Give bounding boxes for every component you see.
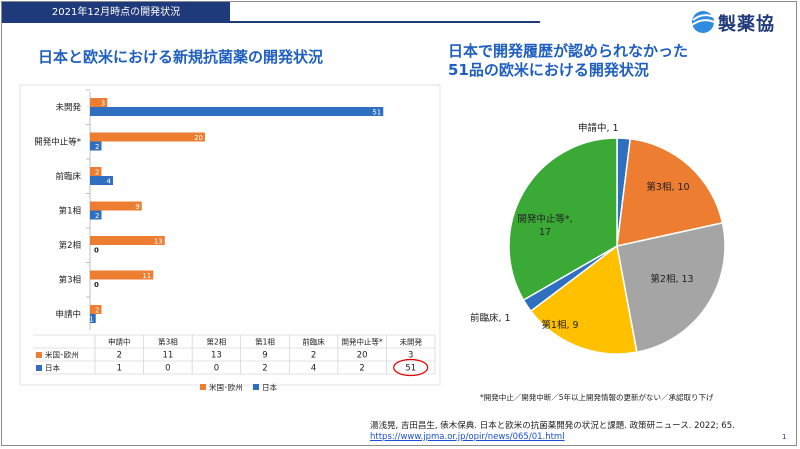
- pie-label: 申請中, 1: [578, 122, 619, 134]
- bar-japan: [90, 141, 102, 151]
- citation: 湯浅晃, 吉田昌生, 俵木保典. 日本と欧米の抗菌薬開発の状況と課題. 政策研ニ…: [370, 421, 735, 431]
- bar-japan-label: 2: [95, 143, 99, 151]
- category-label: 第3相: [59, 275, 81, 286]
- bar-us-eu: [90, 305, 102, 314]
- table-cell: 13: [211, 351, 222, 361]
- category-label: 未開発: [55, 102, 81, 113]
- table-cell: 3: [408, 351, 413, 361]
- bar-japan-label: 0: [94, 281, 99, 289]
- bar-japan-label: 4: [107, 178, 112, 186]
- left-chart-title: 日本と欧米における新規抗菌薬の開発状況: [38, 48, 324, 66]
- category-label: 第2相: [59, 240, 81, 251]
- table-legend-swatch: [36, 352, 42, 358]
- bar-us-eu-label: 2: [95, 307, 99, 315]
- table-legend-swatch: [36, 365, 42, 371]
- bar-us-eu: [90, 270, 154, 280]
- table-cell: 2: [359, 364, 364, 374]
- table-cell: 1: [117, 364, 122, 374]
- bar-us-eu: [90, 167, 102, 176]
- legend-swatch-japan: [253, 384, 259, 390]
- bar-us-eu: [90, 132, 205, 142]
- right-title-line-2: 51品の欧米における開発状況: [448, 61, 649, 79]
- table-header: 前臨床: [302, 337, 325, 347]
- category-label: 前臨床: [55, 171, 81, 182]
- legend-swatch-us-eu: [200, 384, 206, 390]
- table-cell: 2: [311, 351, 316, 361]
- bar-us-eu-label: 3: [101, 100, 105, 108]
- right-title-line-1: 日本で開発履歴が認められなかった: [448, 42, 689, 60]
- highlight-circle: [393, 358, 429, 377]
- pie-label: 第1相, 9: [541, 319, 578, 331]
- bar-chart-area: [19, 84, 441, 386]
- footnote: *開発中止／開発中断／5年以上開発情報の更新がない／承認取り下げ: [480, 393, 714, 402]
- jpma-logo-icon: [691, 11, 715, 33]
- table-cell: 4: [311, 364, 316, 374]
- table-header: 第1相: [255, 337, 275, 347]
- pie-slice: [508, 137, 618, 302]
- pie-label: 第3相, 10: [646, 181, 689, 193]
- table-header: 開発中止等*: [342, 337, 383, 347]
- bar-us-eu-label: 20: [194, 134, 203, 142]
- bar-japan: [90, 314, 96, 323]
- category-label: 申請中: [55, 309, 81, 320]
- page-number: 1: [782, 433, 787, 441]
- bar-japan-label: 2: [95, 212, 99, 220]
- logo-text: 製薬協: [718, 14, 775, 35]
- right-chart-title: 日本で開発履歴が認められなかった 51品の欧米における開発状況: [448, 42, 688, 80]
- banner-rule: [230, 21, 540, 23]
- bar-japan-label: 51: [372, 109, 381, 117]
- table-header: 第3相: [158, 337, 178, 347]
- table-cell: 2: [262, 364, 267, 374]
- category-label: 開発中止等*: [34, 137, 81, 148]
- legend-label-japan: 日本: [262, 382, 277, 392]
- bar-japan: [90, 210, 102, 220]
- bar-japan-label: 0: [94, 247, 99, 255]
- pie-label: 第2相, 13: [650, 273, 693, 285]
- table-cell: 0: [214, 364, 219, 374]
- bar-us-eu: [90, 236, 165, 245]
- bar-us-eu-label: 13: [154, 238, 163, 246]
- bar-us-eu-label: 11: [142, 272, 151, 280]
- bar-japan-label: 1: [89, 316, 93, 324]
- bar-japan: [90, 107, 384, 116]
- date-banner: 2021年12月時点の開発状況: [2, 2, 230, 23]
- table-cell: 0: [165, 364, 170, 374]
- table-header: 申請中: [108, 337, 131, 347]
- table-cell: 20: [357, 351, 368, 361]
- table-cell: 51: [405, 364, 416, 374]
- pie-label: 前臨床, 1: [470, 312, 511, 324]
- citation-link[interactable]: https://www.jpma.or.jp/opir/news/065/01.…: [370, 432, 565, 442]
- pie-slice: [616, 222, 726, 354]
- pie-slice: [616, 137, 724, 247]
- table-row-label: 米国･欧州: [45, 350, 79, 360]
- bar-us-eu-label: 2: [95, 169, 99, 177]
- table-cell: 11: [162, 351, 173, 361]
- pie-label: 17: [539, 227, 551, 238]
- table-cell: 2: [117, 351, 122, 361]
- table-header: 未開発: [399, 337, 422, 347]
- bar-us-eu: [90, 201, 142, 211]
- pie-label: 開発中止等*,: [517, 213, 572, 225]
- table-cell: 9: [262, 351, 267, 361]
- table-header: 第2相: [207, 337, 227, 347]
- bar-japan: [90, 176, 113, 185]
- bar-us-eu: [90, 98, 108, 107]
- table-row-label: 日本: [45, 363, 60, 373]
- pie-slice: [529, 244, 638, 355]
- legend-label-us-eu: 米国･欧州: [209, 382, 243, 392]
- category-label: 第1相: [59, 206, 81, 217]
- bar-us-eu-label: 9: [135, 203, 139, 211]
